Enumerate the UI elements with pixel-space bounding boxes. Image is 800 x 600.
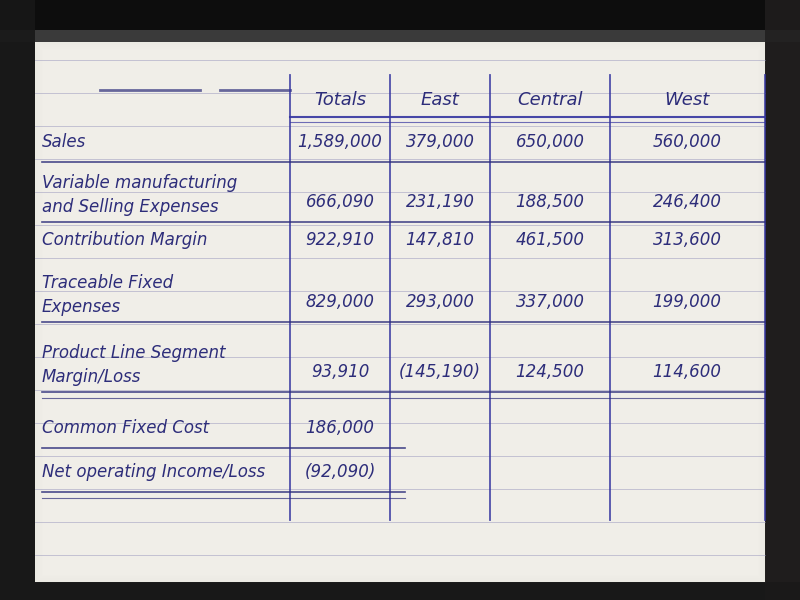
Text: (92,090): (92,090) [304, 463, 376, 481]
Bar [0, 0, 800, 30]
Bar [40, 47, 760, 577]
Text: Contribution Margin: Contribution Margin [42, 231, 207, 249]
Text: 650,000: 650,000 [515, 133, 585, 151]
Text: 246,400: 246,400 [653, 193, 722, 211]
Text: 922,910: 922,910 [306, 231, 374, 249]
Bar [0, 582, 800, 600]
Bar [0, 30, 800, 42]
Text: Net operating Income/Loss: Net operating Income/Loss [42, 463, 265, 481]
Text: 337,000: 337,000 [515, 293, 585, 311]
Text: 188,500: 188,500 [515, 193, 585, 211]
Text: Common Fixed Cost: Common Fixed Cost [42, 419, 209, 437]
Text: Central: Central [518, 91, 582, 109]
Text: (145,190): (145,190) [399, 363, 481, 381]
Text: Sales: Sales [42, 133, 86, 151]
Text: 293,000: 293,000 [406, 293, 474, 311]
Text: Totals: Totals [314, 91, 366, 109]
Text: 313,600: 313,600 [653, 231, 722, 249]
Text: 379,000: 379,000 [406, 133, 474, 151]
Text: 124,500: 124,500 [515, 363, 585, 381]
Text: Product Line Segment
Margin/Loss: Product Line Segment Margin/Loss [42, 343, 226, 386]
Text: 560,000: 560,000 [653, 133, 722, 151]
Text: 186,000: 186,000 [306, 419, 374, 437]
Text: 461,500: 461,500 [515, 231, 585, 249]
Text: 666,090: 666,090 [306, 193, 374, 211]
Bar [39, 46, 761, 578]
Bar [38, 45, 762, 579]
Text: Variable manufacturing
and Selling Expenses: Variable manufacturing and Selling Expen… [42, 173, 238, 217]
Text: Traceable Fixed
Expenses: Traceable Fixed Expenses [42, 274, 173, 317]
Text: 114,600: 114,600 [653, 363, 722, 381]
Text: 93,910: 93,910 [311, 363, 369, 381]
Text: 829,000: 829,000 [306, 293, 374, 311]
Bar [765, 0, 800, 600]
Bar [37, 44, 763, 580]
Text: 1,589,000: 1,589,000 [298, 133, 382, 151]
Bar [0, 0, 35, 600]
Text: 147,810: 147,810 [406, 231, 474, 249]
Text: West: West [664, 91, 710, 109]
Text: East: East [421, 91, 459, 109]
Text: 231,190: 231,190 [406, 193, 474, 211]
Bar [42, 49, 758, 575]
Bar [36, 43, 764, 581]
Text: 199,000: 199,000 [653, 293, 722, 311]
Bar [41, 48, 759, 576]
